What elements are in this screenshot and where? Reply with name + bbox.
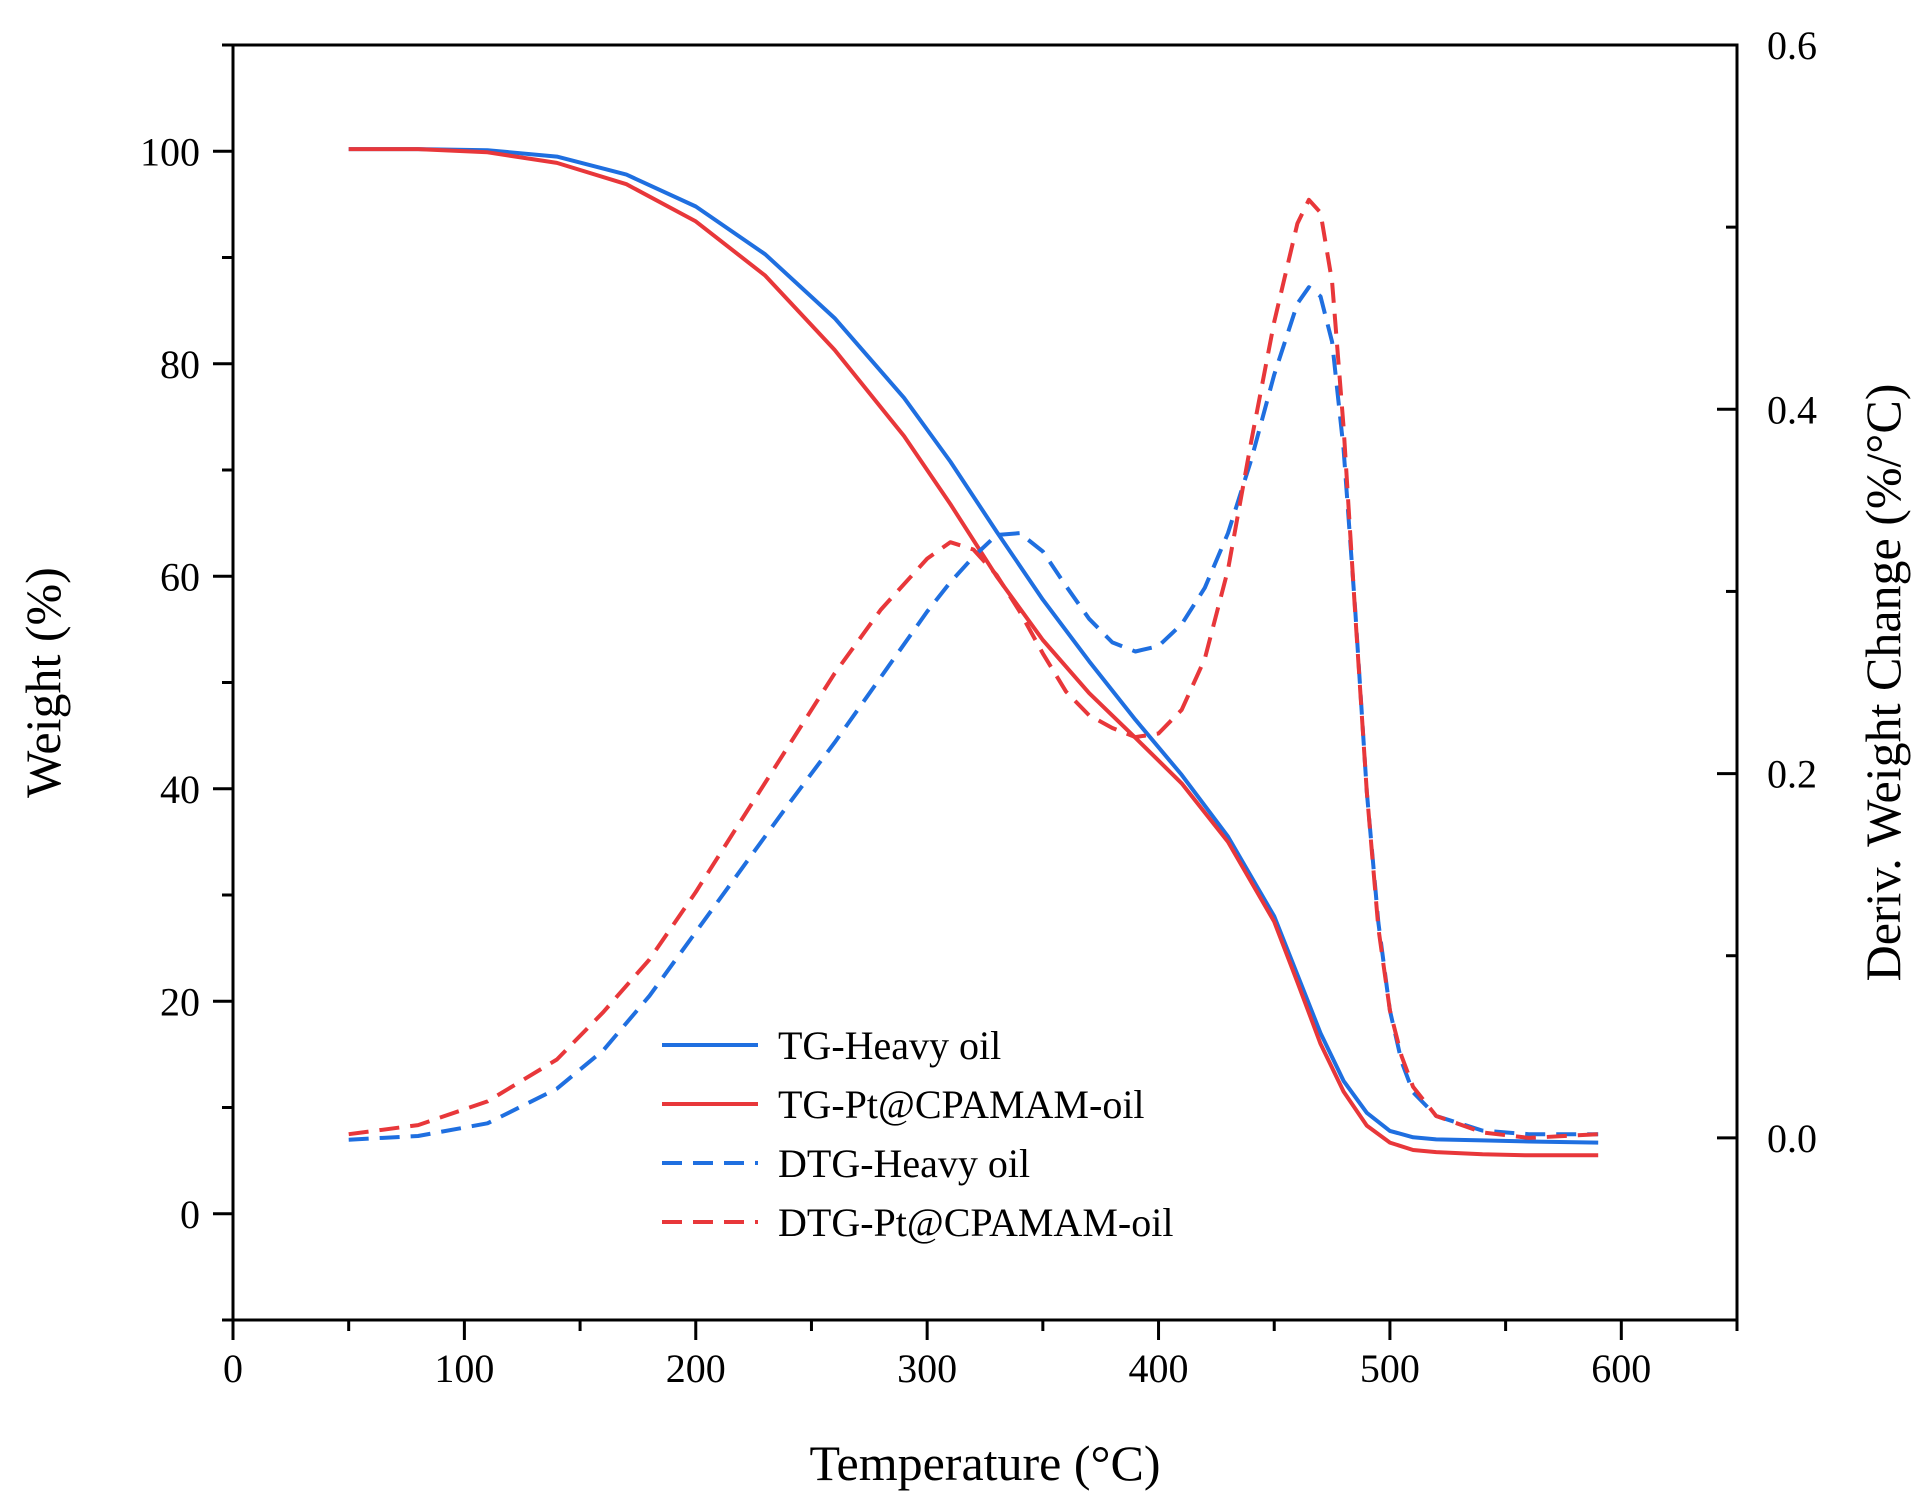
series-line-tg-heavy-oil [348,147,1599,1145]
series-line-dtg-heavy-oil [348,285,1599,1142]
axis-ticks: 0 100 200 300 400 500 600 0 20 40 60 80 100 0.0 0.2 0.4… [140,23,1817,1391]
y2-axis-title: Deriv. Weight Change (%/°C) [1855,384,1911,982]
x-tick-label: 400 [1129,1346,1189,1391]
x-tick-label: 600 [1591,1346,1651,1391]
plot-lines [348,147,1599,1158]
y-tick-label: 40 [160,767,200,812]
y-tick-label: 100 [140,129,200,174]
legend-label-dtg-pt-cpamam-oil: DTG-Pt@CPAMAM-oil [778,1200,1173,1245]
y-tick-label: 80 [160,342,200,387]
legend-label-dtg-heavy-oil: DTG-Heavy oil [778,1141,1030,1186]
y-axis-title: Weight (%) [15,567,71,798]
x-axis-title: Temperature (°C) [809,1435,1160,1491]
series-line-dtg-pt-cpamam-oil [348,197,1599,1140]
y-tick-label: 0 [180,1192,200,1237]
y-tick-label: 60 [160,554,200,599]
x-tick-label: 300 [897,1346,957,1391]
x-tick-label: 100 [434,1346,494,1391]
x-tick-label: 500 [1360,1346,1420,1391]
y-tick-label: 20 [160,979,200,1024]
y2-tick-label: 0.6 [1767,23,1817,68]
x-tick-label: 200 [666,1346,726,1391]
y2-tick-label: 0.4 [1767,387,1817,432]
x-tick-label: 0 [223,1346,243,1391]
y2-tick-label: 0.2 [1767,752,1817,797]
legend-label-tg-heavy-oil: TG-Heavy oil [778,1023,1001,1068]
legend: TG-Heavy oil TG-Pt@CPAMAM-oil DTG-Heavy … [662,1023,1173,1245]
y2-tick-label: 0.0 [1767,1116,1817,1161]
legend-label-tg-pt-cpamam-oil: TG-Pt@CPAMAM-oil [778,1082,1145,1127]
